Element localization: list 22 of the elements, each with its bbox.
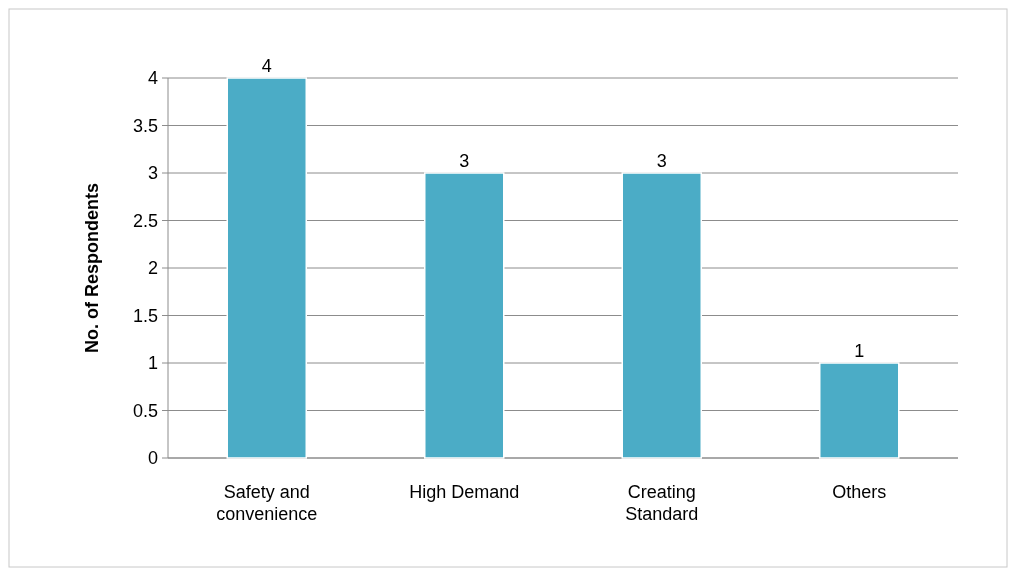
bar	[424, 172, 505, 459]
x-tick-label: Safety and convenience	[216, 482, 318, 524]
data-label: 1	[854, 341, 865, 361]
x-tick-label: Others	[832, 482, 887, 502]
y-tick-label: 0	[147, 448, 158, 469]
y-tick-label: 2.5	[132, 210, 158, 231]
y-tick-label: 3.5	[132, 115, 158, 136]
data-label: 3	[656, 151, 667, 171]
y-tick-label: 2	[147, 258, 158, 279]
bar	[621, 172, 702, 459]
data-label: 4	[261, 56, 272, 76]
y-tick-label: 4	[147, 68, 158, 89]
y-axis-title: No. of Respondents	[82, 183, 102, 353]
y-tick-label: 0.5	[132, 400, 158, 421]
data-label: 3	[459, 151, 470, 171]
y-tick-label: 1	[147, 353, 158, 374]
y-tick-label: 1.5	[132, 305, 158, 326]
bar	[226, 77, 307, 459]
y-tick-label: 3	[147, 163, 158, 184]
x-tick-label: Creating Standard	[625, 482, 699, 524]
x-tick-label: High Demand	[409, 482, 520, 502]
bar	[819, 362, 900, 459]
